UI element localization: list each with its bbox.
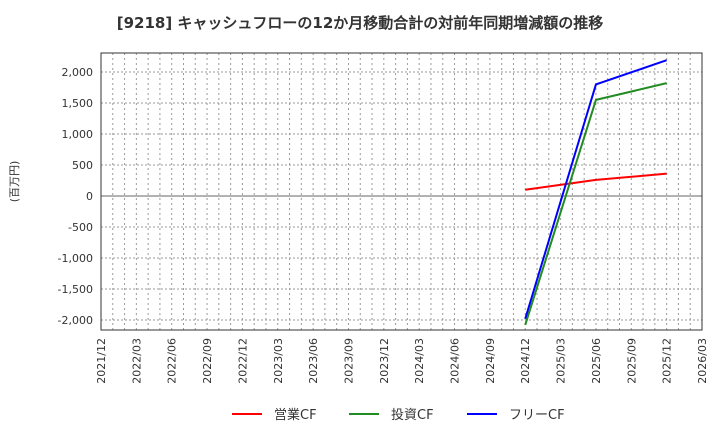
legend-item: 営業CF: [232, 407, 317, 423]
y-tick-label: -2,000: [58, 314, 93, 327]
x-tick-label: 2026/03: [696, 338, 709, 384]
x-tick-label: 2025/12: [661, 338, 674, 384]
y-tick-label: 1,000: [62, 128, 94, 141]
x-tick-label: 2025/09: [625, 338, 638, 384]
x-tick-label: 2022/06: [166, 338, 179, 384]
series-line: [524, 59, 667, 320]
y-tick-label: 2,000: [62, 66, 94, 79]
series-line: [525, 172, 667, 191]
chart-title: [9218] キャッシュフローの12か月移動合計の対前年同期増減額の推移: [116, 14, 604, 32]
legend-label: 投資CF: [391, 407, 434, 423]
legend-item: フリーCF: [467, 408, 565, 423]
x-tick-label: 2022/03: [130, 338, 143, 384]
y-tick-label: -500: [68, 221, 93, 234]
x-tick-label: 2023/12: [378, 338, 391, 384]
y-tick-label: 0: [86, 190, 93, 203]
y-tick-label: -1,000: [58, 252, 93, 265]
x-axis: 2021/12 2022/03 2022/06 2022/09 2022/12 2023/…: [95, 338, 709, 384]
x-tick-label: 2025/06: [590, 338, 603, 384]
x-tick-label: 2025/03: [555, 338, 568, 384]
series-line: [524, 82, 667, 326]
y-axis-label: (百万円): [8, 161, 21, 203]
y-tick-label: -1,500: [58, 283, 93, 296]
y-axis: 2,000 1,500 1,000 500 0 -500 -1,000 -1,500 -2,00…: [58, 66, 93, 327]
y-tick-label: 1,500: [62, 97, 94, 110]
y-tick-label: 500: [72, 159, 93, 172]
legend-label: フリーCF: [509, 408, 565, 423]
legend-label: 営業CF: [274, 407, 317, 423]
data-series: [524, 59, 667, 326]
legend: 営業CF 投資CF フリーCF: [232, 407, 565, 423]
legend-item: 投資CF: [349, 407, 434, 423]
x-tick-label: 2022/12: [236, 338, 249, 384]
grid-lines: [101, 53, 702, 330]
x-tick-label: 2023/06: [307, 338, 320, 384]
x-tick-label: 2024/09: [484, 338, 497, 384]
x-tick-label: 2024/03: [413, 338, 426, 384]
x-tick-label: 2022/09: [201, 338, 214, 384]
x-tick-label: 2021/12: [95, 338, 108, 384]
x-tick-label: 2024/06: [449, 338, 462, 384]
x-tick-label: 2023/09: [342, 338, 355, 384]
x-tick-label: 2023/03: [272, 338, 285, 384]
plot-frame: [100, 52, 703, 331]
x-tick-label: 2024/12: [519, 338, 532, 384]
